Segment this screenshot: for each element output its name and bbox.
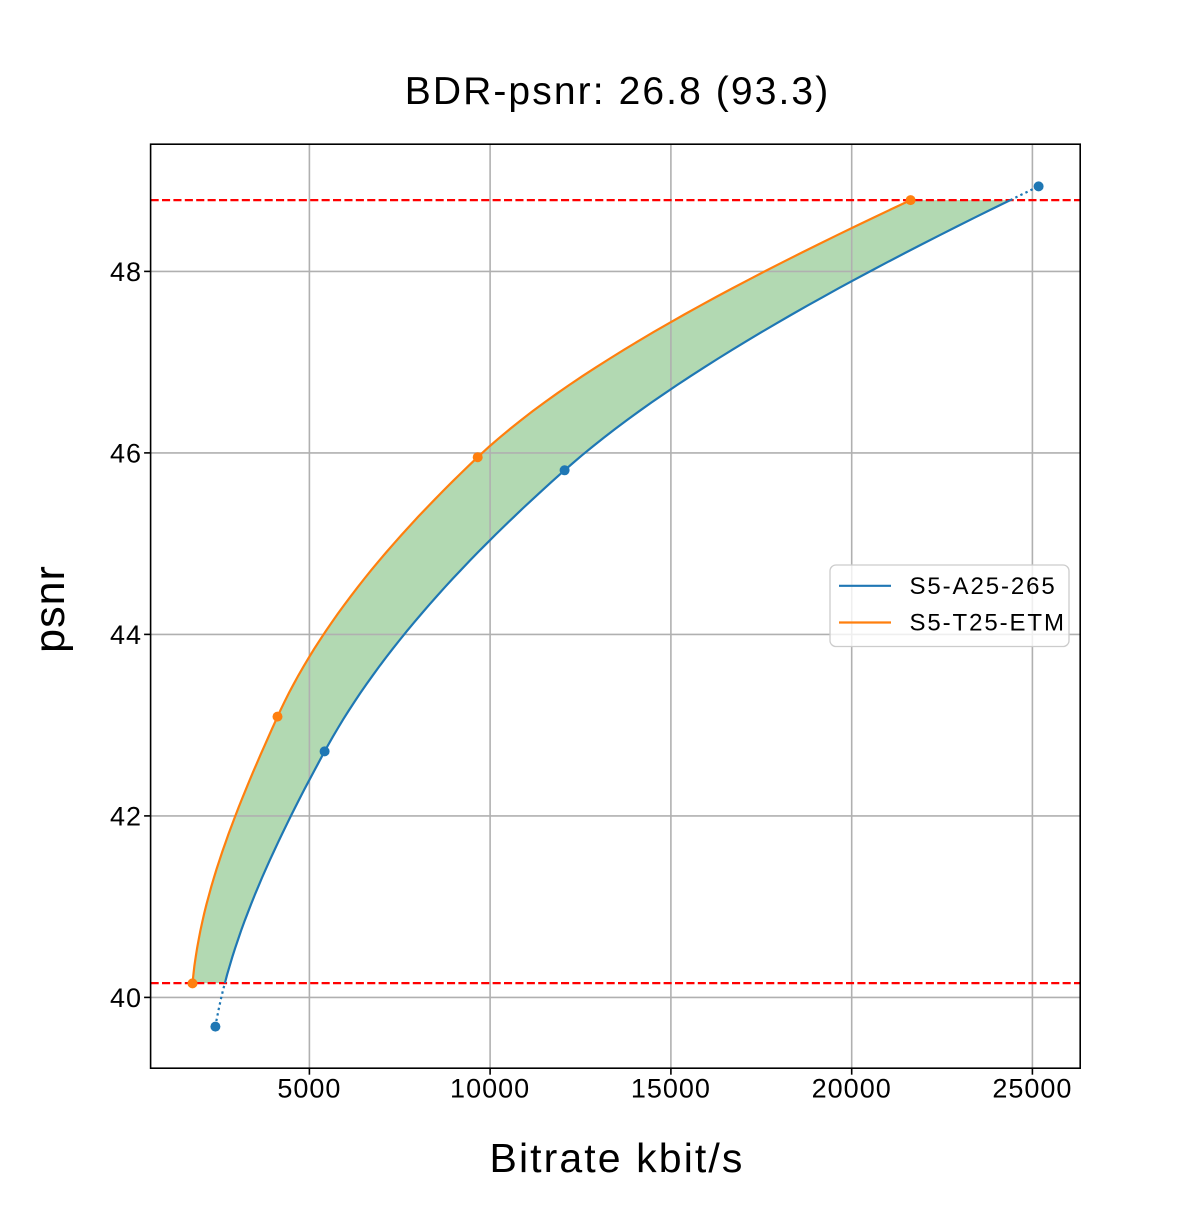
- svg-text:42: 42: [110, 801, 142, 831]
- svg-text:5000: 5000: [277, 1074, 341, 1104]
- svg-text:BDR-psnr: 26.8 (93.3): BDR-psnr: 26.8 (93.3): [405, 70, 831, 113]
- svg-text:25000: 25000: [992, 1074, 1072, 1104]
- svg-text:psnr: psnr: [26, 565, 74, 653]
- svg-text:Bitrate kbit/s: Bitrate kbit/s: [490, 1135, 745, 1181]
- svg-text:15000: 15000: [631, 1074, 711, 1104]
- svg-text:10000: 10000: [450, 1074, 530, 1104]
- svg-text:S5-A25-265: S5-A25-265: [910, 573, 1057, 600]
- svg-text:48: 48: [110, 257, 142, 287]
- svg-text:44: 44: [110, 620, 142, 650]
- svg-text:S5-T25-ETM: S5-T25-ETM: [910, 610, 1066, 637]
- svg-text:40: 40: [110, 983, 142, 1013]
- svg-text:46: 46: [110, 438, 142, 468]
- svg-text:20000: 20000: [812, 1074, 892, 1104]
